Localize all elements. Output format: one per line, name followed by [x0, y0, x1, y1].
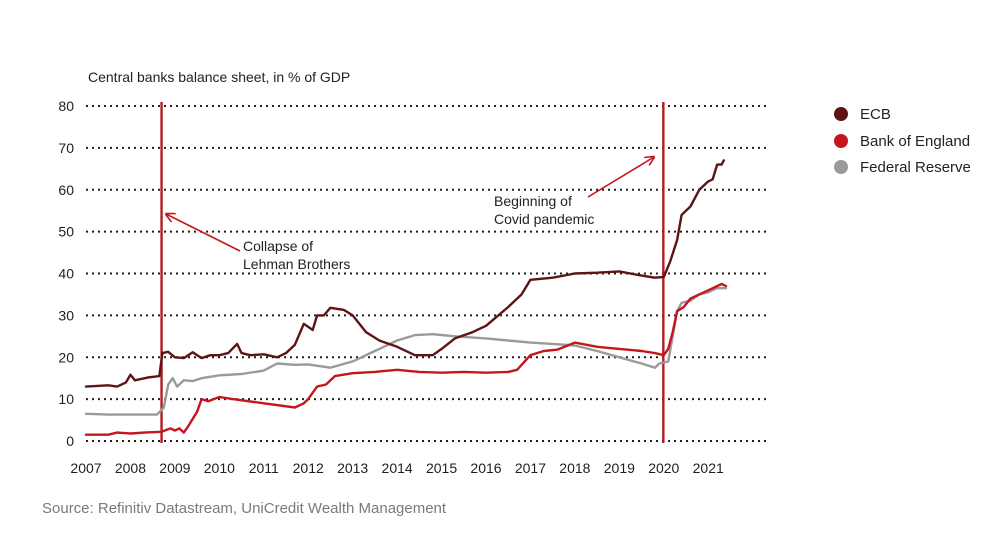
- lehman-annotation-line-1: Collapse of: [243, 238, 313, 254]
- y-tick-label: 20: [58, 349, 74, 365]
- y-tick-label: 60: [58, 182, 74, 198]
- x-tick-label: 2014: [382, 460, 413, 476]
- legend-item-fed[interactable]: Federal Reserve: [834, 159, 971, 176]
- x-tick-label: 2021: [693, 460, 724, 476]
- y-tick-label: 80: [58, 98, 74, 114]
- source-note: Source: Refinitiv Datastream, UniCredit …: [42, 500, 447, 517]
- x-tick-label: 2013: [337, 460, 368, 476]
- x-tick-label: 2020: [648, 460, 679, 476]
- x-tick-label: 2019: [604, 460, 635, 476]
- y-axis-title: Central banks balance sheet, in % of GDP: [88, 69, 350, 85]
- lehman-annotation-line-2: Lehman Brothers: [243, 256, 350, 272]
- x-tick-label: 2015: [426, 460, 457, 476]
- legend-label-fed: Federal Reserve: [860, 159, 971, 176]
- x-tick-label: 2012: [293, 460, 324, 476]
- x-tick-label: 2009: [159, 460, 190, 476]
- lehman-arrow: [166, 214, 241, 252]
- covid-annotation-line-1: Beginning of: [494, 193, 572, 209]
- legend-label-ecb: ECB: [860, 106, 891, 123]
- legend: ECB Bank of England Federal Reserve: [834, 106, 971, 176]
- y-tick-label: 50: [58, 224, 74, 240]
- legend-item-boe[interactable]: Bank of England: [834, 133, 970, 150]
- legend-label-boe: Bank of England: [860, 133, 970, 150]
- x-tick-label: 2017: [515, 460, 546, 476]
- x-tick-label: 2010: [204, 460, 235, 476]
- y-tick-label: 10: [58, 391, 74, 407]
- x-tick-label: 2011: [249, 460, 279, 476]
- annotations: Collapse of Lehman Brothers Beginning of…: [166, 157, 654, 272]
- covid-arrow: [587, 157, 654, 198]
- legend-marker-boe: [834, 134, 848, 148]
- y-axis-ticks: 0 10 20 30 40 50 60 70 80: [58, 98, 74, 449]
- covid-annotation-line-2: Covid pandemic: [494, 211, 594, 227]
- legend-marker-fed: [834, 160, 848, 174]
- x-tick-label: 2016: [470, 460, 501, 476]
- event-markers: [160, 102, 665, 443]
- y-tick-label: 70: [58, 140, 74, 156]
- legend-item-ecb[interactable]: ECB: [834, 106, 891, 123]
- y-tick-label: 40: [58, 266, 74, 282]
- y-tick-label: 30: [58, 307, 74, 323]
- series-lines: [84, 159, 728, 436]
- x-axis-ticks: 2007 2008 2009 2010 2011 2012 2013 2014 2015 2016…: [70, 460, 724, 476]
- legend-marker-ecb: [834, 107, 848, 121]
- x-tick-label: 2007: [70, 460, 101, 476]
- x-tick-label: 2008: [115, 460, 146, 476]
- y-tick-label: 0: [66, 433, 74, 449]
- series-line-boe: [84, 282, 728, 436]
- x-tick-label: 2018: [559, 460, 590, 476]
- series-line-ecb: [84, 159, 725, 388]
